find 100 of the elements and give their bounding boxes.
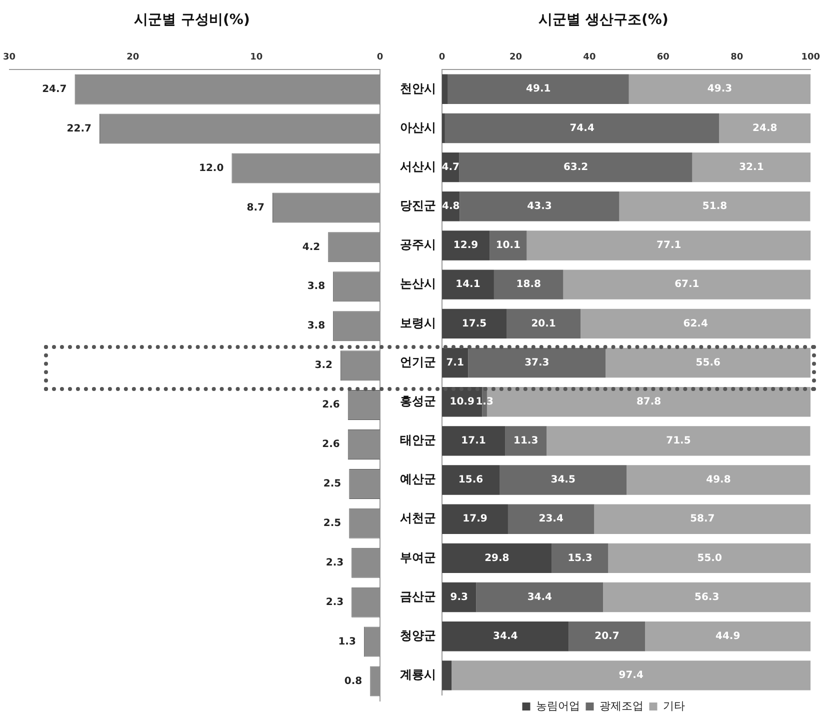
data-label: 2.3: [326, 557, 344, 568]
bar: [500, 465, 627, 495]
bar: [476, 582, 604, 612]
data-label: 67.1: [674, 279, 700, 290]
data-label: 62.4: [683, 318, 708, 330]
data-label: 43.3: [527, 201, 552, 212]
data-label: 4.2: [302, 242, 320, 253]
y-tick-label: 홍성군: [400, 394, 436, 408]
data-label: 18.8: [516, 279, 541, 290]
data-label: 63.2: [563, 162, 588, 173]
bar: [552, 543, 608, 574]
data-label: 8.7: [246, 202, 265, 214]
bar: [603, 582, 811, 612]
y-tick-label: 예산군: [400, 472, 436, 486]
bar: [526, 230, 811, 260]
bar: [628, 74, 811, 104]
data-label: 7.1: [446, 357, 464, 368]
data-label: 10.1: [496, 240, 521, 252]
legend-label: 농림어업: [536, 699, 580, 712]
bar: [442, 660, 452, 690]
bar: [506, 308, 581, 339]
y-tick-label: 부여군: [400, 550, 436, 564]
data-label: 10.9: [450, 396, 474, 408]
y-tick-label: 서산시: [400, 159, 436, 174]
y-tick-label: 언기군: [400, 354, 436, 369]
bar: [608, 543, 811, 574]
bar: [468, 348, 606, 378]
bar: [442, 308, 507, 339]
bar: [594, 504, 811, 534]
data-label: 1.3: [476, 396, 494, 408]
data-label: 49.8: [706, 474, 731, 486]
data-label: 58.7: [690, 514, 715, 525]
data-label: 14.1: [456, 279, 480, 290]
data-label: 3.8: [307, 281, 326, 292]
data-label: 17.1: [461, 436, 486, 447]
bar: [505, 426, 547, 456]
bar: [494, 270, 564, 300]
x-tick-label: 10: [250, 52, 263, 63]
bar: [442, 348, 468, 378]
bar: [442, 465, 500, 495]
data-label: 49.3: [707, 84, 732, 95]
y-tick-label: 아산시: [400, 120, 436, 134]
data-label: 51.8: [702, 201, 728, 212]
bar: [448, 74, 629, 104]
y-tick-label: 천안시: [400, 81, 436, 96]
bar: [452, 660, 811, 690]
y-tick-label: 태안군: [400, 433, 436, 448]
data-label: 34.4: [493, 630, 518, 642]
data-label: 0.8: [344, 676, 362, 687]
x-tick-label: 40: [583, 52, 596, 63]
bar: [626, 465, 810, 495]
bar: [442, 113, 445, 144]
data-label: 17.9: [462, 514, 488, 525]
y-tick-label: 계룡시: [400, 668, 436, 682]
bar: [692, 152, 811, 182]
data-label: 34.5: [550, 474, 576, 486]
data-label: 11.3: [514, 436, 538, 447]
y-tick-label: 금산군: [400, 589, 436, 604]
bar: [606, 348, 811, 378]
y-tick-label: 서천군: [400, 511, 436, 526]
data-label: 1.3: [338, 636, 356, 648]
data-label: 3.2: [314, 360, 332, 372]
bar: [444, 113, 720, 144]
x-tick-label: 20: [126, 52, 140, 63]
data-label: 12.9: [453, 240, 478, 252]
x-tick-label: 100: [801, 52, 820, 63]
y-tick-label: 청양군: [400, 628, 436, 642]
bar: [442, 622, 569, 652]
y-tick-label: 논산시: [400, 276, 436, 291]
data-label: 24.8: [752, 122, 778, 134]
bar: [645, 622, 811, 652]
data-label: 87.8: [636, 396, 662, 408]
bar: [442, 504, 508, 534]
y-tick-label: 공주시: [400, 238, 436, 252]
data-label: 23.4: [538, 514, 564, 525]
bar: [580, 308, 811, 339]
data-label: 71.5: [666, 436, 691, 447]
data-label: 32.1: [739, 162, 764, 173]
bar: [568, 622, 646, 652]
data-label: 15.3: [568, 552, 592, 564]
data-label: 97.4: [618, 670, 644, 682]
data-label: 37.3: [524, 357, 550, 368]
bar: [719, 113, 811, 144]
chart-title: 시군별 생산구조(%): [538, 12, 668, 28]
bar: [442, 543, 552, 574]
data-label: 2.5: [323, 518, 342, 530]
bar: [563, 270, 811, 300]
data-label: 29.8: [484, 552, 510, 564]
bar: [442, 270, 494, 300]
data-label: 24.7: [42, 84, 67, 95]
x-tick-label: 30: [2, 52, 16, 63]
x-tick-label: 80: [730, 52, 744, 63]
bar: [442, 74, 448, 104]
bar: [459, 152, 692, 182]
data-label: 55.0: [697, 552, 722, 564]
x-tick-label: 0: [376, 52, 384, 63]
bar: [442, 426, 506, 456]
bar: [546, 426, 810, 456]
data-label: 17.5: [462, 318, 487, 330]
data-label: 77.1: [656, 240, 682, 252]
